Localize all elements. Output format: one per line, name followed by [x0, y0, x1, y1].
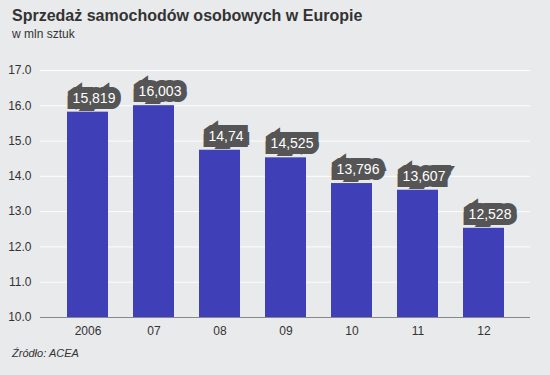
- svg-text:12: 12: [477, 324, 491, 338]
- svg-text:08: 08: [213, 324, 227, 338]
- svg-text:13.0: 13.0: [8, 204, 32, 218]
- svg-text:11: 11: [412, 324, 425, 338]
- svg-text:07: 07: [147, 324, 161, 338]
- svg-text:16.0: 16.0: [8, 99, 32, 113]
- svg-text:17.0: 17.0: [8, 63, 32, 77]
- svg-text:09: 09: [279, 324, 293, 338]
- html-text:w mln sztuk: w mln sztuk: [12, 27, 75, 41]
- svg-text:14,525: 14,525: [271, 135, 314, 151]
- svg-text:10.0: 10.0: [8, 310, 32, 324]
- svg-text:14.0: 14.0: [8, 169, 32, 183]
- svg-text:13,607: 13,607: [403, 168, 446, 184]
- svg-text:16,003: 16,003: [139, 83, 182, 99]
- svg-text:15,819: 15,819: [73, 90, 116, 106]
- svg-text:12,528: 12,528: [469, 206, 512, 222]
- svg-text:10: 10: [345, 324, 359, 338]
- svg-text:12.0: 12.0: [8, 240, 32, 254]
- html-text:Sprzedaż samochodów osobowych: Sprzedaż samochodów osobowych w Europie: [12, 7, 363, 24]
- svg-text:15.0: 15.0: [8, 134, 32, 148]
- svg-text:14,74: 14,74: [208, 128, 243, 144]
- svg-text:11.0: 11.0: [9, 275, 32, 289]
- html-text:Źródło: ACEA: Źródło: ACEA: [12, 347, 79, 359]
- svg-text:2006: 2006: [75, 324, 102, 338]
- svg-text:13,796: 13,796: [337, 161, 380, 177]
